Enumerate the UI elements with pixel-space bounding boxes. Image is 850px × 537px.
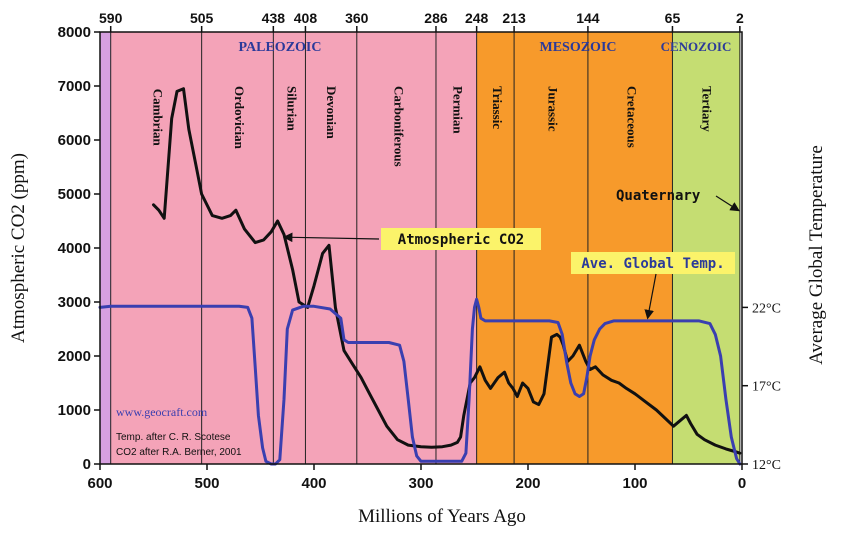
y-tick-label: 4000 — [58, 240, 91, 257]
annotations: Atmospheric CO2 Ave. Global Temp. Quaterna… — [282, 188, 740, 320]
y2-tick-label: 17°C — [752, 380, 781, 395]
period-label: Cambrian — [151, 89, 166, 147]
co2-annotation-arrow — [282, 232, 380, 243]
era-label: PALEOZOIC — [239, 40, 322, 55]
y2-axis-title: Average Global Temperature — [806, 145, 827, 365]
period-label: Carboniferous — [391, 86, 406, 167]
quaternary-arrow — [715, 195, 740, 212]
y-tick-label: 0 — [83, 456, 91, 473]
temp-annotation-label: Ave. Global Temp. — [581, 256, 724, 272]
top-tick-label: 2 — [736, 10, 744, 26]
x-axis-title: Millions of Years Ago — [358, 506, 526, 527]
y2-tick-label: 12°C — [752, 458, 781, 473]
period-label: Jurassic — [546, 86, 561, 132]
period-label: Devonian — [324, 86, 339, 140]
x-tick-label: 0 — [738, 475, 746, 492]
credit-site: www.geocraft.com — [116, 405, 208, 419]
period-label: Tertiary — [700, 86, 715, 132]
top-tick-label: 248 — [465, 10, 489, 26]
top-tick-label: 286 — [424, 10, 448, 26]
credit-line-2: CO2 after R.A. Berner, 2001 — [116, 447, 242, 458]
era-labels: PALEOZOIC MESOZOIC CENOZOIC — [239, 39, 732, 55]
top-tick-label: 408 — [294, 10, 318, 26]
top-tick-label: 590 — [99, 10, 123, 26]
period-label: Permian — [450, 86, 465, 134]
temp-annotation-box — [571, 252, 735, 274]
era-label: CENOZOIC — [661, 39, 732, 54]
data-series — [98, 87, 742, 466]
quaternary-label: Quaternary — [616, 188, 701, 204]
temperature-series-line — [98, 297, 742, 466]
co2-annotation-label: Atmospheric CO2 — [398, 232, 524, 248]
co2-annotation-box — [381, 228, 541, 250]
top-tick-label: 438 — [262, 10, 286, 26]
x-tick-label: 500 — [194, 475, 219, 492]
top-tick-label: 65 — [665, 10, 681, 26]
y-tick-label: 3000 — [58, 294, 91, 311]
y-tick-label: 7000 — [58, 78, 91, 95]
y-tick-label: 5000 — [58, 186, 91, 203]
y-tick-label: 6000 — [58, 132, 91, 149]
period-label: Triassic — [490, 86, 505, 129]
era-label: MESOZOIC — [539, 40, 616, 55]
y-axis-title: Atmospheric CO2 (ppm) — [8, 153, 29, 343]
top-tick-label: 213 — [502, 10, 526, 26]
x-tick-label: 200 — [515, 475, 540, 492]
top-tick-label: 505 — [190, 10, 214, 26]
y2-tick-label: 22°C — [752, 301, 781, 316]
top-tick-label: 360 — [345, 10, 369, 26]
x-tick-label: 300 — [408, 475, 433, 492]
period-label: Ordovician — [232, 86, 247, 150]
period-label: Cretaceous — [625, 86, 640, 148]
top-tick-label: 144 — [576, 10, 600, 26]
x-tick-label: 600 — [87, 475, 112, 492]
x-tick-label: 100 — [622, 475, 647, 492]
period-labels: Cambrian Ordovician Silurian Devonian Carbon… — [151, 86, 715, 167]
y-tick-label: 1000 — [58, 402, 91, 419]
pre-cambrian-strip — [100, 32, 111, 464]
y-tick-label: 8000 — [58, 24, 91, 41]
x-tick-label: 400 — [301, 475, 326, 492]
era-band-cenozoic — [672, 32, 740, 464]
credits: www.geocraft.com Temp. after C. R. Scotes… — [116, 405, 242, 458]
temp-annotation-arrow — [644, 273, 657, 320]
credit-line-1: Temp. after C. R. Scotese — [116, 432, 231, 443]
period-label: Silurian — [284, 86, 299, 132]
y-tick-label: 2000 — [58, 348, 91, 365]
co2-series-line — [152, 87, 742, 455]
